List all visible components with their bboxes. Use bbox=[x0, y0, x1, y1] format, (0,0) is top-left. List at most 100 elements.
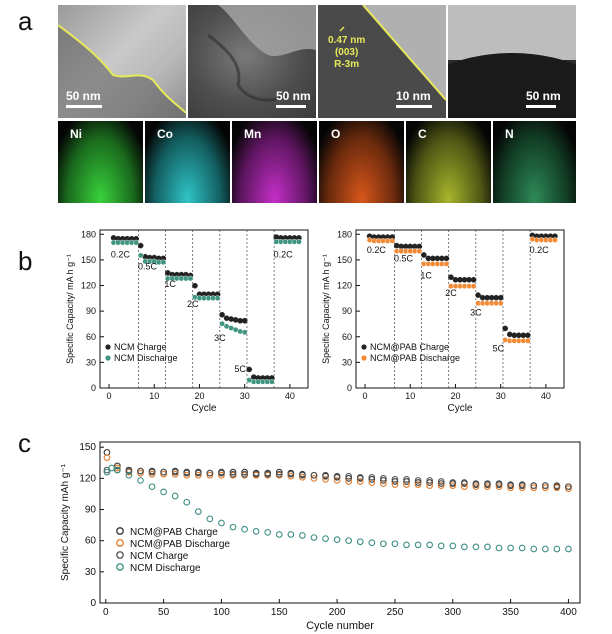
c-point-s3-100 bbox=[218, 519, 225, 527]
b2-point-s1-12 bbox=[416, 248, 423, 254]
c-y-tick-30: 30 bbox=[85, 567, 97, 578]
b1-x-tick-10: 10 bbox=[149, 391, 159, 401]
c-point-s3-370 bbox=[530, 545, 538, 553]
lattice-plane: (003) bbox=[334, 47, 359, 58]
b1-rate-label-1: 0.5C bbox=[138, 261, 158, 271]
b2-rate-label-2: 1C bbox=[420, 271, 432, 281]
c-legend-label-3: NCM Discharge bbox=[130, 563, 201, 574]
c-point-s2-340 bbox=[495, 480, 503, 487]
c-point-s3-230 bbox=[368, 539, 376, 547]
c-point-s1-190 bbox=[322, 476, 329, 483]
c-point-s2-210 bbox=[345, 472, 353, 480]
element-label-o: O bbox=[331, 127, 341, 141]
c-point-s1-350 bbox=[507, 484, 514, 492]
c-point-s3-390 bbox=[553, 545, 561, 553]
b2-x-tick-20: 20 bbox=[450, 391, 460, 401]
c-point-s1-180 bbox=[310, 475, 318, 482]
element-label-ni: Ni bbox=[70, 127, 82, 141]
c-point-s3-200 bbox=[333, 536, 341, 543]
b2-rate-label-4: 3C bbox=[470, 307, 482, 317]
c-point-s2-370 bbox=[530, 482, 538, 489]
c-point-s1-40 bbox=[148, 470, 156, 478]
c-point-s2-400 bbox=[565, 483, 572, 491]
b1-rate-label-6: 0.2C bbox=[274, 249, 294, 259]
scale-bar-text-2: 50 nm bbox=[276, 89, 311, 103]
c-point-s0-210 bbox=[345, 475, 353, 482]
c-point-s0-120 bbox=[241, 468, 248, 476]
c-x-axis-label: Cycle number bbox=[306, 620, 374, 632]
c-legend-marker-0 bbox=[116, 527, 124, 535]
c-point-s0-10 bbox=[113, 462, 121, 470]
c-point-s3-20 bbox=[125, 471, 133, 479]
c-legend-label-1: NCM@PAB Discharge bbox=[130, 539, 230, 550]
c-point-s3-210 bbox=[345, 537, 353, 545]
b2-y-tick-180: 180 bbox=[337, 229, 352, 239]
element-map-n: N bbox=[493, 121, 576, 203]
c-point-s3-240 bbox=[380, 540, 387, 548]
element-map-co: Co bbox=[145, 121, 230, 203]
c-x-tick-150: 150 bbox=[271, 607, 288, 618]
lattice-annotation: 0.47 nm (003) R-3m bbox=[328, 35, 365, 71]
c-point-s0-290 bbox=[437, 480, 445, 487]
c-point-s2-80 bbox=[194, 469, 202, 477]
space-group: R-3m bbox=[334, 59, 360, 70]
b1-point-s1-30 bbox=[241, 329, 248, 336]
b1-point-s1-25 bbox=[219, 320, 225, 327]
element-map-o: O bbox=[319, 121, 404, 203]
c-point-s2-330 bbox=[484, 480, 491, 487]
c-x-tick-350: 350 bbox=[502, 607, 519, 618]
c-point-s2-40 bbox=[148, 468, 156, 476]
b2-point-s0-13 bbox=[421, 252, 427, 258]
b1-y-tick-30: 30 bbox=[86, 357, 96, 367]
b2-y-tick-0: 0 bbox=[347, 383, 352, 393]
b2-x-tick-40: 40 bbox=[541, 391, 551, 401]
c-point-s0-110 bbox=[229, 468, 237, 476]
b2-plot-frame bbox=[355, 229, 565, 389]
element-map-mn: Mn bbox=[232, 121, 317, 203]
c-point-s2-230 bbox=[368, 473, 376, 481]
b1-point-s1-7 bbox=[137, 252, 144, 259]
b1-y-axis-label: Specific Capacity/ mA h g⁻¹ bbox=[65, 254, 75, 364]
c-point-s2-160 bbox=[287, 470, 295, 478]
c-point-s3-40 bbox=[148, 483, 156, 491]
c-point-s2-320 bbox=[472, 480, 480, 487]
c-legend-label-2: NCM Charge bbox=[130, 551, 189, 562]
c-x-tick-300: 300 bbox=[444, 607, 461, 618]
c-point-s2-60 bbox=[171, 468, 179, 476]
c-y-tick-0: 0 bbox=[90, 598, 96, 609]
b2-point-s1-6 bbox=[389, 238, 395, 244]
b1-y-tick-0: 0 bbox=[91, 383, 96, 393]
rate-chart-ncm-pab: 0 10 20 30 40 0 30 60 90 120 150 180 Cycle Specific C… bbox=[321, 229, 565, 414]
b1-rate-label-0: 0.2C bbox=[111, 249, 131, 259]
c-point-s1-200 bbox=[333, 477, 341, 484]
c-point-s1-400 bbox=[565, 485, 572, 493]
b2-rate-label-1: 0.5C bbox=[394, 254, 414, 264]
c-point-s3-120 bbox=[241, 525, 248, 533]
c-point-s2-180 bbox=[310, 471, 318, 479]
b1-y-tick-90: 90 bbox=[86, 306, 96, 316]
b1-x-tick-40: 40 bbox=[285, 391, 295, 401]
c-point-s1-1 bbox=[103, 454, 111, 461]
c-point-s2-150 bbox=[275, 470, 283, 478]
b1-y-tick-150: 150 bbox=[81, 255, 96, 265]
b2-point-s1-36 bbox=[525, 338, 531, 344]
c-legend-marker-2 bbox=[116, 551, 124, 559]
b2-point-s0-36 bbox=[525, 332, 531, 339]
b2-point-s0-25 bbox=[475, 292, 481, 298]
b1-point-s0-25 bbox=[219, 311, 225, 318]
b1-point-s1-42 bbox=[296, 238, 302, 245]
c-point-s1-300 bbox=[449, 482, 457, 489]
c-point-s1-270 bbox=[414, 481, 422, 488]
b1-rate-label-4: 3C bbox=[214, 333, 226, 343]
cycling-chart: 0 50 100 150 200 250 300 350 400 0 30 60 90 120 150 Cyc… bbox=[60, 441, 581, 632]
c-point-s1-70 bbox=[183, 471, 191, 479]
c-y-axis-label: Specific Capacity mAh g⁻¹ bbox=[60, 463, 71, 581]
b1-rate-label-5: 5C bbox=[234, 364, 246, 374]
c-point-s1-220 bbox=[356, 478, 364, 485]
b1-x-tick-0: 0 bbox=[107, 391, 112, 401]
b2-y-tick-60: 60 bbox=[342, 332, 352, 342]
c-point-s3-310 bbox=[460, 543, 468, 551]
c-point-s2-30 bbox=[137, 467, 144, 475]
c-y-tick-90: 90 bbox=[85, 505, 97, 516]
scale-bar-3 bbox=[396, 105, 432, 108]
